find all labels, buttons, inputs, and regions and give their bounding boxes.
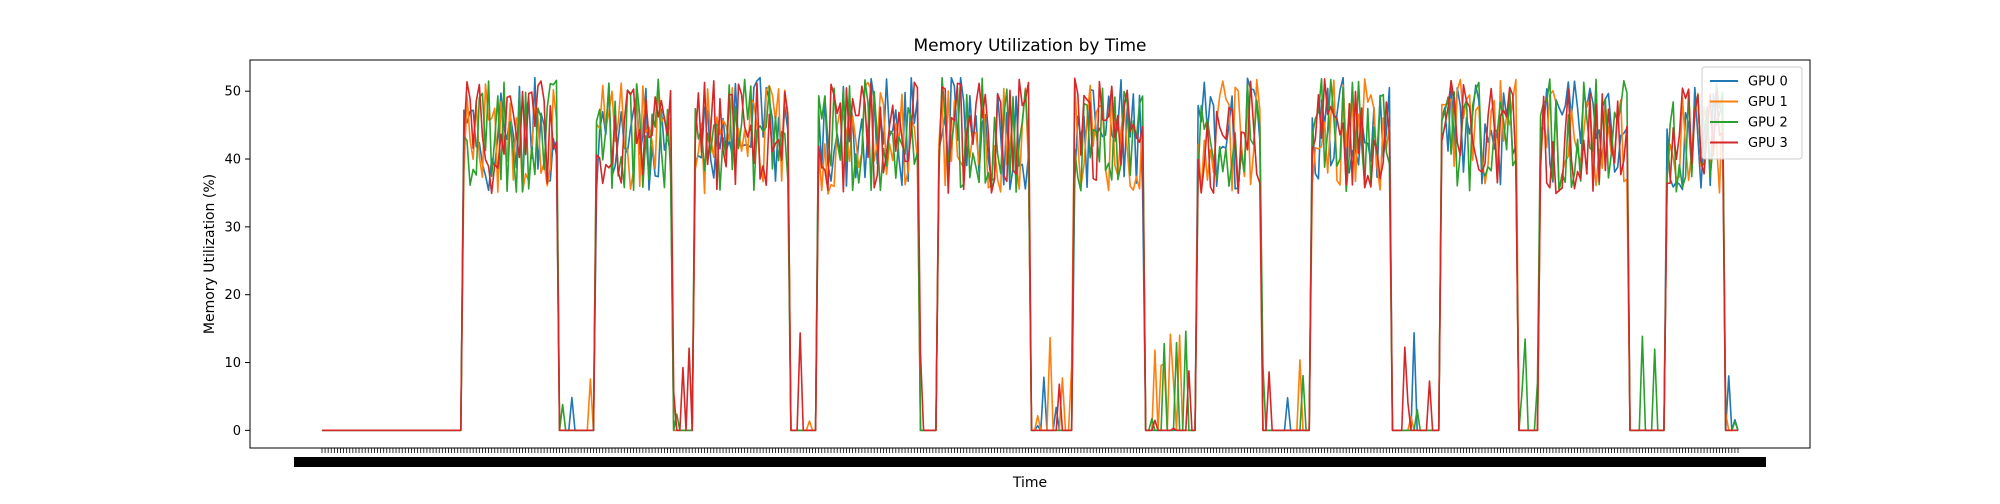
plot-frame (249, 59, 1811, 449)
y-tick-label: 40 (224, 153, 241, 168)
chart-title: Memory Utilization by Time (914, 36, 1147, 56)
legend-entry-label: GPU 2 (1748, 116, 1788, 131)
x-axis-label: Time (1012, 475, 1047, 491)
legend: GPU 0 GPU 1 GPU 2 GPU 3 (1701, 66, 1803, 160)
y-axis-ticks: 0 10 20 30 40 50 (224, 85, 250, 439)
y-tick-label: 30 (224, 220, 241, 235)
legend-entry-label: GPU 0 (1748, 75, 1788, 90)
y-axis-label: Memory Utilization (%) (202, 174, 218, 334)
legend-box (1701, 66, 1803, 160)
series-line-gpu-3 (322, 77, 1738, 432)
y-tick-label: 20 (224, 288, 241, 303)
plot-lines (322, 76, 1739, 432)
x-tick-labels-overlap (294, 457, 1766, 467)
legend-entry-label: GPU 1 (1748, 95, 1788, 110)
x-axis-ticks (294, 448, 1766, 467)
legend-entry-label: GPU 3 (1748, 136, 1788, 151)
y-tick-label: 0 (233, 424, 241, 439)
y-tick-label: 10 (224, 356, 241, 371)
y-tick-label: 50 (224, 85, 241, 100)
